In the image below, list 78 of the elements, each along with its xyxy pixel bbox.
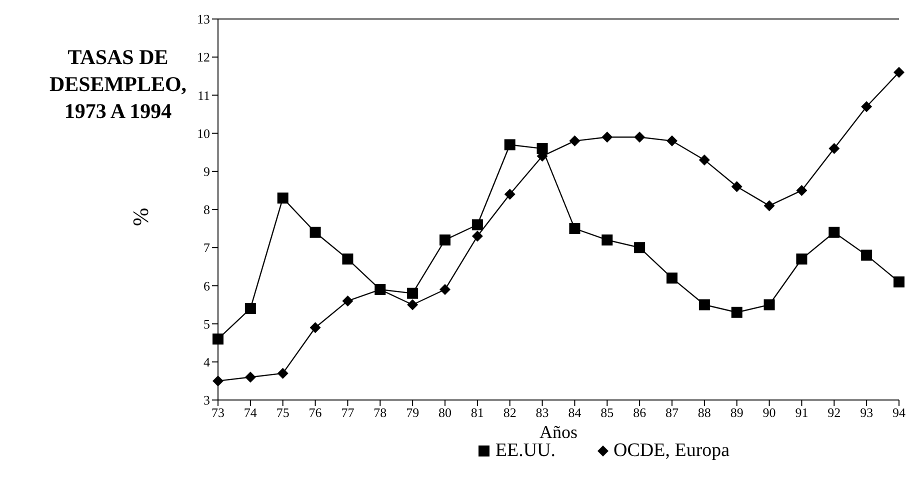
point	[244, 372, 256, 383]
point	[634, 132, 646, 143]
x-tick-label: 93	[860, 405, 874, 420]
y-tick-label: 10	[197, 126, 210, 141]
point	[569, 223, 580, 234]
point	[472, 219, 483, 230]
x-tick-label: 91	[795, 405, 808, 420]
x-tick-label: 94	[892, 405, 906, 420]
x-tick-label: 74	[244, 405, 258, 420]
x-tick-label: 81	[470, 405, 484, 420]
x-tick-label: 92	[828, 405, 841, 420]
point	[828, 143, 840, 154]
point	[407, 299, 418, 310]
x-tick-label: 77	[341, 405, 355, 420]
point	[861, 101, 872, 112]
point	[894, 276, 904, 288]
x-tick-label: 80	[438, 405, 452, 420]
point	[602, 234, 613, 246]
x-tick-label: 75	[276, 405, 290, 420]
x-tick-label: 88	[698, 405, 711, 420]
point	[764, 200, 775, 212]
point	[731, 306, 742, 318]
point	[212, 334, 224, 345]
point	[698, 299, 710, 310]
point	[342, 295, 354, 306]
point	[342, 254, 354, 265]
y-tick-label: 3	[204, 392, 210, 408]
y-tick-label: 11	[197, 88, 210, 103]
point	[277, 192, 288, 204]
legend-label: OCDE, Europa	[614, 440, 730, 462]
legend-label: EE.UU.	[495, 440, 556, 462]
point	[698, 154, 710, 166]
x-tick-label: 86	[633, 405, 647, 420]
point	[861, 250, 872, 261]
x-tick-label: 73	[212, 405, 224, 420]
y-tick-label: 12	[197, 50, 210, 65]
y-tick-label: 6	[204, 278, 210, 294]
x-tick-label: 90	[762, 405, 776, 420]
point	[634, 242, 646, 254]
x-tick-label: 87	[666, 405, 679, 420]
point	[764, 299, 775, 310]
point	[472, 230, 483, 242]
point	[796, 184, 808, 196]
point	[828, 226, 840, 238]
y-tick-label: 5	[204, 316, 210, 332]
point	[277, 368, 288, 379]
x-axis-title: Años	[539, 422, 578, 442]
x-tick-label: 84	[568, 405, 582, 420]
point	[310, 226, 321, 238]
point	[440, 284, 450, 296]
point	[602, 132, 613, 143]
y-tick-label: 13	[197, 12, 210, 27]
text: TASAS DE DESEMPLEO, 1973 A 1994	[49, 45, 187, 123]
point	[731, 181, 742, 192]
y-tick-label: 7	[204, 240, 210, 256]
point	[666, 135, 678, 146]
x-tick-label: 78	[374, 405, 387, 420]
point	[894, 66, 904, 78]
y-tick-label: 9	[204, 164, 210, 180]
point	[212, 375, 224, 386]
y-tick-label: 8	[204, 202, 210, 218]
x-tick-label: 76	[308, 405, 322, 420]
point	[440, 234, 450, 246]
point	[504, 188, 516, 200]
x-tick-label: 85	[600, 405, 614, 420]
point	[244, 303, 256, 314]
x-tick-label: 83	[536, 405, 549, 420]
y-tick-label: 4	[204, 354, 210, 370]
point	[407, 288, 418, 299]
point	[666, 272, 678, 284]
point	[310, 322, 321, 334]
point	[796, 254, 808, 265]
y-axis-title: %	[128, 208, 154, 226]
x-tick-label: 79	[406, 405, 420, 420]
x-tick-label: 82	[503, 405, 516, 420]
x-tick-label: 89	[730, 405, 744, 420]
point	[504, 139, 516, 150]
point	[569, 135, 580, 146]
